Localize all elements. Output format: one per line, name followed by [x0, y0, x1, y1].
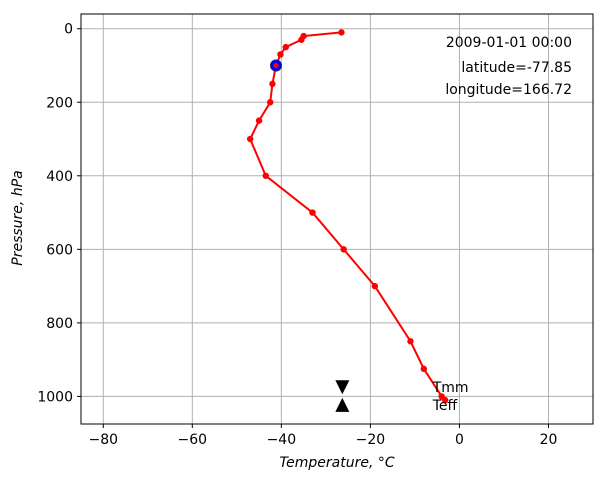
- x-tick-label: −60: [178, 432, 208, 448]
- grid: [81, 14, 593, 424]
- data-point: [338, 29, 345, 36]
- data-point: [246, 135, 254, 143]
- y-tick-label: 400: [46, 169, 73, 185]
- data-point: [282, 43, 289, 51]
- x-tick-label: −80: [88, 432, 118, 448]
- data-point: [407, 338, 414, 345]
- data-point: [267, 99, 274, 106]
- markers: Tmm Teff: [335, 380, 469, 414]
- highlight-point-center: [273, 62, 279, 69]
- data-point: [371, 282, 379, 290]
- series: [246, 29, 449, 404]
- x-tick-label: 20: [540, 432, 558, 448]
- data-point: [262, 172, 269, 179]
- y-tick-label: 1000: [37, 389, 73, 405]
- annotation-latitude: latitude=-77.85: [461, 60, 572, 76]
- data-point: [441, 396, 449, 404]
- tmm-label: Tmm: [432, 380, 469, 396]
- teff-label: Teff: [432, 398, 458, 414]
- data-point: [255, 117, 263, 124]
- data-point: [298, 36, 305, 43]
- y-axis-label: Pressure, hPa: [10, 170, 26, 265]
- plot-frame: [80, 13, 594, 425]
- annotation-datetime: 2009-01-01 00:00: [446, 35, 572, 51]
- y-tick-label: 800: [46, 316, 73, 332]
- tmm-marker: [335, 380, 350, 395]
- y-tick-label: 0: [64, 22, 73, 38]
- x-tick-label: 0: [455, 432, 464, 448]
- data-point: [340, 246, 347, 253]
- y-tick-label: 600: [46, 242, 73, 258]
- teff-marker: [335, 397, 350, 412]
- x-tick-label: −40: [267, 432, 297, 448]
- x-axis-label: Temperature, °C: [279, 455, 395, 471]
- data-point: [277, 51, 284, 58]
- data-point: [269, 80, 276, 88]
- data-point: [420, 365, 428, 373]
- data-point: [309, 209, 316, 216]
- annotation-longitude: longitude=166.72: [445, 82, 572, 98]
- y-tick-label: 200: [46, 95, 73, 111]
- temperature-profile-line: [249, 31, 446, 401]
- x-tick-label: −20: [356, 432, 386, 448]
